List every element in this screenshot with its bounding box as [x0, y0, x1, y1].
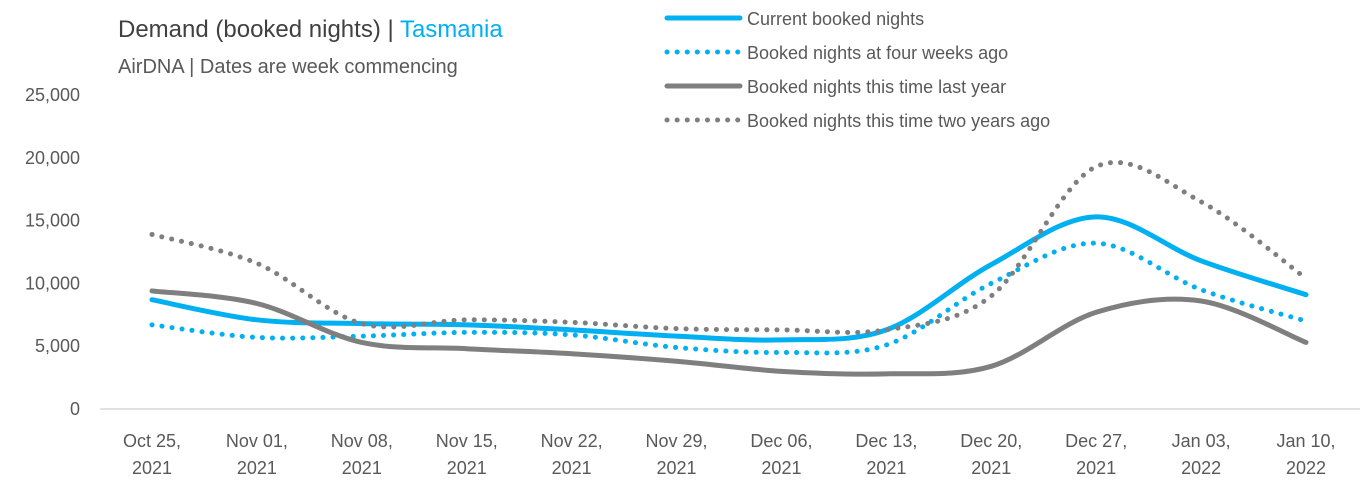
x-tick-label: Dec 13, 2021: [855, 431, 917, 478]
y-tick-label: 15,000: [25, 211, 80, 231]
series-line: [149, 159, 1309, 335]
series-line: [149, 240, 1309, 356]
y-tick-label: 5,000: [35, 336, 80, 356]
chart-title: Demand (booked nights) | Tasmania: [118, 16, 503, 43]
legend-label: Booked nights this time two years ago: [747, 111, 1050, 131]
y-tick-label: 0: [70, 399, 80, 419]
x-tick-label: Dec 20, 2021: [960, 431, 1022, 478]
x-tick-label: Nov 01, 2021: [226, 431, 288, 478]
chart-subtitle: AirDNA | Dates are week commencing: [118, 56, 458, 78]
x-tick-label: Nov 15, 2021: [436, 431, 498, 478]
x-tick-label: Oct 25, 2021: [123, 431, 181, 478]
legend-label: Current booked nights: [747, 9, 924, 29]
x-tick-label: Jan 10, 2022: [1276, 431, 1335, 478]
y-tick-label: 20,000: [25, 148, 80, 168]
title-region: Tasmania: [400, 16, 503, 43]
x-tick-label: Nov 08, 2021: [331, 431, 393, 478]
y-tick-label: 10,000: [25, 273, 80, 293]
x-tick-label: Jan 03, 2022: [1172, 431, 1231, 478]
x-tick-label: Dec 06, 2021: [750, 431, 812, 478]
title-main: Demand (booked nights) |: [118, 16, 400, 43]
series-line: [149, 214, 1309, 343]
legend-label: Booked nights this time last year: [747, 77, 1006, 97]
y-tick-label: 25,000: [25, 85, 80, 105]
x-tick-label: Nov 29, 2021: [646, 431, 708, 478]
x-tick-label: Dec 27, 2021: [1065, 431, 1127, 478]
legend-label: Booked nights at four weeks ago: [747, 43, 1008, 63]
x-tick-label: Nov 22, 2021: [541, 431, 603, 478]
series-line: [149, 288, 1309, 377]
